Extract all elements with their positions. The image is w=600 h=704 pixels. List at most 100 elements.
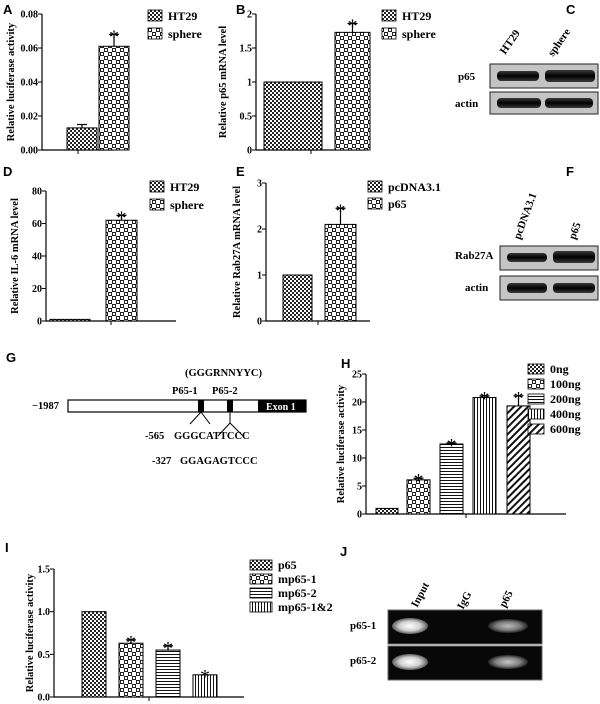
legend-label-H-0: 0ng	[550, 362, 569, 376]
legend-swatch-I-2	[249, 587, 273, 599]
bar-A-0	[66, 127, 98, 151]
bar-B-1	[334, 31, 371, 151]
blot-C-band-4	[545, 98, 593, 108]
gel-J-band-2	[488, 619, 528, 633]
bar-I-1	[118, 642, 144, 698]
y-tick-label-I-1: 0.5	[38, 650, 51, 661]
chart-D: D 0 20 40 60 80 Relative IL-6 mRNA level * HT29 s…	[3, 164, 204, 328]
gel-panel-J: J Input IgG p65 p65-1 p65-2	[340, 544, 543, 681]
y-tick-label-E-0: 0	[257, 317, 262, 328]
bar-D-0	[49, 318, 91, 322]
y-tick-label-H-3: 15	[352, 426, 362, 437]
y-tick-label-D-0: 0	[37, 317, 42, 328]
chart-H: H 0 5 10 15 20 25 Relative luciferase activity *…	[336, 356, 581, 521]
y-tick-label-H-5: 25	[352, 370, 362, 381]
legend-swatch-H-4	[527, 423, 545, 435]
chart-E: E 0 1 2 3 Relative Rab27A mRNA level * pcDNA3.1…	[232, 164, 441, 328]
blot-F-band-4	[553, 283, 595, 293]
bar-E-1	[324, 223, 357, 322]
y-tick-label-E-1: 1	[257, 271, 262, 282]
blot-C-row-1: p65	[458, 71, 476, 83]
y-tick-label-B-4: 2	[247, 10, 252, 21]
gel-J-lane-3: p65	[497, 588, 516, 609]
y-tick-label-D-3: 60	[32, 219, 42, 230]
y-tick-label-B-3: 1.5	[240, 44, 253, 55]
panel-label-F: F	[566, 164, 574, 179]
bar-H-3	[472, 397, 497, 515]
y-tick-label-H-1: 5	[357, 482, 362, 493]
significance-star-D-1: *	[117, 207, 127, 229]
legend-swatch-A-0	[147, 9, 163, 22]
panel-label-I: I	[5, 540, 9, 555]
y-tick-label-E-3: 3	[257, 179, 262, 190]
y-tick-label-A-3: 0.06	[21, 44, 39, 55]
significance-star-B-1: *	[348, 16, 358, 38]
legend-label-I-3: mp65-1&2	[278, 600, 333, 614]
legend-label-I-2: mp65-2	[278, 586, 317, 600]
y-tick-label-B-0: 0	[247, 146, 252, 157]
blot-F-band-2	[553, 251, 595, 263]
blot-C-lane-1: HT29	[498, 27, 524, 56]
y-tick-label-D-1: 20	[32, 284, 42, 295]
y-tick-label-I-0: 0.0	[38, 693, 51, 704]
y-tick-label-D-2: 40	[32, 252, 42, 263]
blot-C-strip-2	[489, 91, 599, 115]
y-axis-label-D: Relative IL-6 mRNA level	[10, 198, 21, 314]
chart-A: A 0.00 0.02 0.04 0.06 0.08 Relative luciferase…	[3, 2, 202, 157]
legend-swatch-H-2	[527, 393, 545, 405]
y-tick-label-A-1: 0.02	[21, 112, 39, 123]
panel-label-D: D	[3, 164, 12, 179]
y-axis-label-E: Relative Rab27A mRNA level	[232, 186, 243, 318]
legend-label-I-0: p65	[278, 558, 297, 572]
y-tick-label-B-1: 0.5	[240, 112, 253, 123]
legend-label-H-3: 400ng	[550, 407, 581, 421]
legend-swatch-I-1	[249, 573, 273, 585]
blot-F-row-2: actin	[465, 282, 488, 294]
promoter-site-1-line-b	[200, 411, 211, 425]
blot-C-lane-2: sphere	[546, 26, 574, 58]
legend-swatch-I-3	[249, 601, 273, 613]
significance-star-I-2: *	[163, 638, 173, 660]
promoter-site-2-label: P65-2	[212, 386, 238, 397]
panel-label-A: A	[3, 2, 13, 17]
y-axis-label-I: Relative luciferase activity	[25, 573, 36, 692]
y-tick-label-E-2: 2	[257, 225, 262, 236]
promoter-seq-1: GGGCATTCCC	[174, 431, 250, 442]
blot-F-lane-2: p65	[567, 220, 584, 241]
legend-swatch-D-0	[149, 180, 165, 193]
promoter-site-1-label: P65-1	[172, 386, 198, 397]
promoter-start: −1987	[32, 401, 59, 412]
panel-label-C: C	[566, 2, 576, 17]
blot-F-band-1	[507, 253, 547, 262]
bar-I-3	[192, 674, 218, 698]
blot-C-band-3	[497, 98, 541, 108]
bar-D-1	[105, 219, 138, 322]
blot-C-row-2: actin	[455, 98, 478, 110]
gel-J-band-1	[392, 618, 428, 634]
significance-star-E-1: *	[336, 200, 346, 222]
blot-F-band-3	[507, 283, 547, 293]
panel-label-H: H	[341, 356, 350, 371]
significance-star-H-1: *	[414, 470, 424, 492]
blot-panel-C: C HT29 sphere p65 actin	[455, 2, 599, 115]
bar-I-2	[155, 649, 181, 698]
gel-J-band-4	[488, 655, 528, 669]
bar-H-4	[506, 405, 531, 515]
promoter-seq-1-pos: -565	[145, 431, 164, 442]
y-tick-label-H-4: 20	[352, 398, 362, 409]
blot-C-band-1	[497, 71, 539, 81]
legend-label-H-1: 100ng	[550, 377, 581, 391]
legend-swatch-E-1	[367, 197, 383, 210]
legend-swatch-B-0	[381, 9, 397, 22]
promoter-seq-2-pos: -327	[152, 456, 171, 467]
legend-swatch-H-3	[527, 408, 545, 420]
panel-label-E: E	[236, 164, 245, 179]
gel-J-row-1: p65-1	[350, 620, 376, 632]
promoter-site-1-line-a	[189, 411, 202, 425]
bar-E-0	[282, 274, 313, 322]
legend-label-D-1: sphere	[170, 198, 204, 212]
significance-star-H-2: *	[447, 435, 457, 457]
legend-label-E-1: p65	[388, 197, 407, 211]
